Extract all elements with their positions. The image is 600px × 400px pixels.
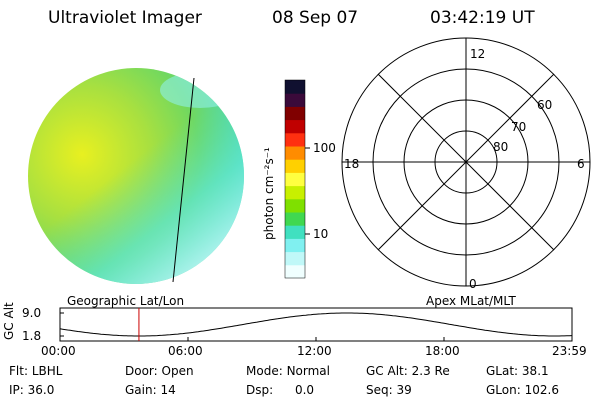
colorbar-unit-label: photon cm⁻²s⁻¹ xyxy=(262,147,276,240)
polar-plot xyxy=(341,37,591,287)
colorbar-band xyxy=(285,159,305,173)
mlt-label-0: 0 xyxy=(469,277,477,291)
timeline-xtick-2: 12:00 xyxy=(297,344,332,358)
timeline-xtick-0: 00:00 xyxy=(41,344,76,358)
colorbar-band xyxy=(285,198,305,213)
colorbar-band xyxy=(285,172,305,187)
colorbar-band xyxy=(285,146,305,160)
timeline-ylabel: GC Alt xyxy=(2,302,16,340)
lat-label-80: 80 xyxy=(493,140,509,154)
colorbar-band xyxy=(285,106,305,121)
observation-date: 08 Sep 07 xyxy=(272,8,359,28)
mlt-label-6: 6 xyxy=(577,157,585,171)
status-gain: Gain: 14 xyxy=(125,383,176,397)
timeline-xtick-4: 23:59 xyxy=(552,344,587,358)
status-gc-alt: GC Alt: 2.3 Re xyxy=(366,364,450,378)
terminator-line xyxy=(172,77,195,283)
timeline-right-caption: Apex MLat/MLT xyxy=(426,294,516,308)
colorbar-band xyxy=(285,93,305,107)
timeline-xtick-3: 18:00 xyxy=(425,344,460,358)
colorbar-band xyxy=(285,225,305,239)
mlt-label-12: 12 xyxy=(470,47,486,61)
colorbar xyxy=(284,79,310,279)
status-dsp: Dsp: 0.0 xyxy=(246,383,315,397)
observation-time: 03:42:19 UT xyxy=(430,8,535,28)
status-seq: Seq: 39 xyxy=(366,383,412,397)
status-mode: Mode: Normal xyxy=(246,364,330,378)
colorbar-tick-100: 100 xyxy=(313,141,336,155)
timeline-left-caption: Geographic Lat/Lon xyxy=(67,294,185,308)
colorbar-band xyxy=(285,238,305,253)
lat-label-60: 60 xyxy=(537,98,553,112)
status-glat: GLat: 38.1 xyxy=(486,364,549,378)
colorbar-band xyxy=(285,80,305,94)
instrument-title: Ultraviolet Imager xyxy=(48,8,202,28)
colorbar-band xyxy=(285,264,305,279)
lat-label-70: 70 xyxy=(511,120,527,134)
status-glon: GLon: 102.6 xyxy=(486,383,559,397)
status-filter: Flt: LBHL xyxy=(9,364,63,378)
timeline-ytick-low: 1.8 xyxy=(22,329,42,343)
timeline-ytick-high: 9.0 xyxy=(22,306,42,320)
mlt-label-18: 18 xyxy=(344,157,360,171)
status-ip: IP: 36.0 xyxy=(9,383,55,397)
colorbar-band xyxy=(285,212,305,226)
colorbar-band xyxy=(285,132,305,147)
colorbar-band xyxy=(285,185,305,200)
status-door: Door: Open xyxy=(125,364,194,378)
timeline-xtick-1: 06:00 xyxy=(168,344,203,358)
colorbar-band xyxy=(285,251,305,266)
uv-earth-image xyxy=(28,68,244,284)
colorbar-tick-10: 10 xyxy=(313,227,329,241)
orbit-timeline xyxy=(59,307,573,342)
colorbar-band xyxy=(285,119,305,134)
